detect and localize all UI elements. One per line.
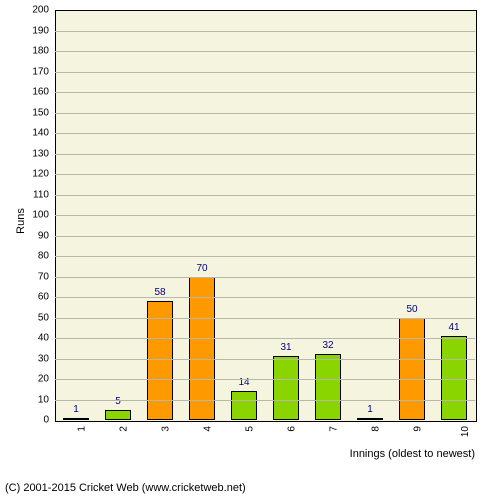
gridline — [55, 379, 475, 380]
gridline — [55, 31, 475, 32]
chart-container: 0102030405060708090100110120130140150160… — [0, 0, 500, 500]
ytick-label: 200 — [0, 5, 49, 16]
bar — [231, 391, 256, 420]
ytick-label: 80 — [0, 251, 49, 262]
bar — [105, 410, 130, 420]
gridline — [55, 92, 475, 93]
gridline — [55, 297, 475, 298]
ytick-label: 190 — [0, 25, 49, 36]
gridline — [55, 277, 475, 278]
gridline — [55, 72, 475, 73]
xtick-label: 1 — [77, 426, 88, 432]
xtick-label: 5 — [245, 426, 256, 432]
ytick-label: 160 — [0, 87, 49, 98]
xtick-label: 8 — [371, 426, 382, 432]
xtick-label: 3 — [161, 426, 172, 432]
ytick-label: 20 — [0, 374, 49, 385]
ytick-label: 130 — [0, 148, 49, 159]
xtick-label: 4 — [203, 426, 214, 432]
gridline — [55, 338, 475, 339]
gridline — [55, 51, 475, 52]
bar — [273, 356, 298, 420]
bar — [357, 418, 382, 420]
gridline — [55, 236, 475, 237]
ytick-label: 140 — [0, 128, 49, 139]
bar — [315, 354, 340, 420]
xtick-label: 2 — [119, 426, 130, 432]
gridline — [55, 154, 475, 155]
gridline — [55, 318, 475, 319]
ytick-label: 180 — [0, 46, 49, 57]
ytick-label: 120 — [0, 169, 49, 180]
xtick-label: 10 — [460, 426, 471, 437]
ytick-label: 150 — [0, 107, 49, 118]
gridline — [55, 256, 475, 257]
gridline — [55, 215, 475, 216]
xtick-label: 6 — [287, 426, 298, 432]
ytick-label: 10 — [0, 394, 49, 405]
bar — [189, 277, 214, 421]
ytick-label: 110 — [0, 189, 49, 200]
xtick-label: 9 — [413, 426, 424, 432]
bar-value-label: 70 — [196, 263, 207, 274]
bar-value-label: 31 — [280, 342, 291, 353]
bar-value-label: 32 — [322, 340, 333, 351]
bar — [63, 418, 88, 420]
gridline — [55, 113, 475, 114]
ytick-label: 70 — [0, 271, 49, 282]
y-axis-label: Runs — [15, 208, 27, 234]
x-axis-label: Innings (oldest to newest) — [350, 448, 475, 460]
gridline — [55, 133, 475, 134]
ytick-label: 0 — [0, 415, 49, 426]
bar-value-label: 1 — [73, 404, 79, 415]
bar-value-label: 50 — [406, 304, 417, 315]
bar — [441, 336, 466, 420]
xtick-label: 7 — [329, 426, 340, 432]
ytick-label: 40 — [0, 333, 49, 344]
bar — [147, 301, 172, 420]
gridline — [55, 195, 475, 196]
gridline — [55, 400, 475, 401]
bar-value-label: 1 — [367, 404, 373, 415]
ytick-label: 30 — [0, 353, 49, 364]
copyright-text: (C) 2001-2015 Cricket Web (www.cricketwe… — [5, 482, 246, 494]
gridline — [55, 174, 475, 175]
bar — [399, 318, 424, 421]
ytick-label: 50 — [0, 312, 49, 323]
ytick-label: 60 — [0, 292, 49, 303]
bar-value-label: 5 — [115, 396, 121, 407]
ytick-label: 170 — [0, 66, 49, 77]
gridline — [55, 359, 475, 360]
bar-value-label: 41 — [448, 322, 459, 333]
